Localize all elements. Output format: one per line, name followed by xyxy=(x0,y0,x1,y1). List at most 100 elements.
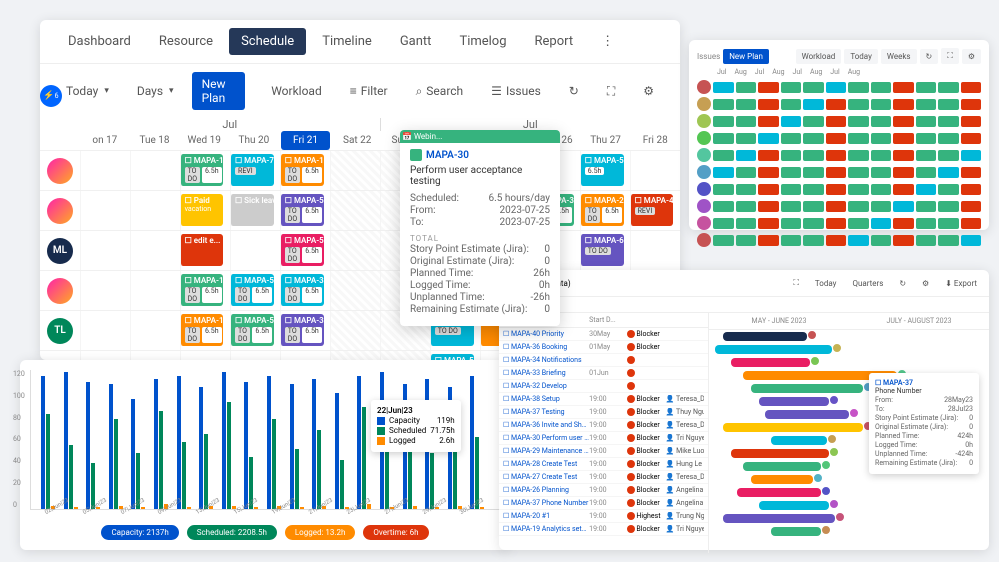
wl-today-button[interactable]: Today xyxy=(844,49,878,64)
gantt-row[interactable]: ☐ MAPA-38 Setup19:00Blocker👤 Teresa_DevG… xyxy=(499,393,708,406)
avatar[interactable] xyxy=(697,131,711,145)
gantt-bar[interactable] xyxy=(737,488,821,497)
gantt-bar[interactable] xyxy=(765,410,849,419)
avatar[interactable] xyxy=(47,278,73,304)
gantt-bar[interactable] xyxy=(751,384,863,393)
avatar[interactable] xyxy=(697,114,711,128)
gantt-bar[interactable] xyxy=(759,501,829,510)
task-card[interactable]: ☐ MAPA-7REVI xyxy=(230,154,274,186)
gantt-row[interactable]: ☐ MAPA-33 Briefing01Jun xyxy=(499,367,708,380)
gantt-sync-icon[interactable]: ↻ xyxy=(893,277,912,290)
wl-workload-button[interactable]: Workload xyxy=(796,49,842,64)
filter-button[interactable]: ≡ Filter xyxy=(340,79,398,103)
gantt-bar[interactable] xyxy=(743,462,821,471)
tab-timelog[interactable]: Timelog xyxy=(447,28,518,55)
task-card[interactable]: ☐ MAPA-66TO DO xyxy=(580,234,624,266)
gantt-bar[interactable] xyxy=(723,332,807,341)
gantt-row[interactable]: ☐ MAPA-34 Notifications xyxy=(499,354,708,367)
avatar[interactable] xyxy=(697,148,711,162)
avatar[interactable] xyxy=(47,158,73,184)
task-card[interactable]: ☐ MAPA-4REVI xyxy=(630,194,674,226)
gantt-bar[interactable] xyxy=(759,397,829,406)
unscheduled-badge[interactable]: ⚡6 xyxy=(40,85,62,107)
issues-button[interactable]: ☰ Issues xyxy=(481,79,551,103)
gantt-bar[interactable] xyxy=(731,358,809,367)
tab-report[interactable]: Report xyxy=(523,28,586,55)
task-card[interactable]: ☐ MAPA-37TO DO6.5h xyxy=(280,314,324,346)
task-card[interactable]: ☐ Paidvacation xyxy=(180,194,224,226)
gantt-bar[interactable] xyxy=(715,345,833,354)
gantt-bar[interactable] xyxy=(771,436,827,445)
gantt-bar[interactable] xyxy=(731,449,829,458)
settings-icon[interactable]: ⚙ xyxy=(633,79,664,103)
gantt-export-button[interactable]: ⬇ Export xyxy=(939,277,983,290)
search-button[interactable]: ⌕ Search xyxy=(406,79,474,104)
sync-icon[interactable]: ↻ xyxy=(559,79,589,103)
task-card[interactable]: ☐ MAPA-50TO DO6.5h xyxy=(280,194,324,226)
avatar[interactable] xyxy=(697,233,711,247)
wl-new-plan-button[interactable]: New Plan xyxy=(723,49,769,64)
legend-pill[interactable]: Capacity: 2137h xyxy=(101,525,178,540)
task-card[interactable]: ☐ Sick leave xyxy=(230,194,274,226)
gantt-bar[interactable] xyxy=(771,527,821,536)
legend-pill[interactable]: Scheduled: 2208.5h xyxy=(187,525,277,540)
gantt-row[interactable]: ☐ MAPA-40 Priority30MayBlocker xyxy=(499,328,708,341)
gantt-today-button[interactable]: Today xyxy=(809,277,843,290)
gantt-quarters-button[interactable]: Quarters xyxy=(846,277,889,290)
task-card[interactable]: ☐ MAPA-23TO DO6.5h xyxy=(580,194,624,226)
avatar[interactable]: TL xyxy=(47,318,73,344)
avatar[interactable] xyxy=(697,80,711,94)
tab-timeline[interactable]: Timeline xyxy=(310,28,384,55)
today-button[interactable]: Today▾ xyxy=(56,79,119,103)
task-card[interactable]: ☐ MAPA-566.5h xyxy=(580,154,624,186)
gantt-row[interactable]: ☐ MAPA-32 Develop xyxy=(499,380,708,393)
gantt-settings-icon[interactable]: ⚙ xyxy=(916,277,935,290)
avatar[interactable] xyxy=(697,199,711,213)
tab-schedule[interactable]: Schedule xyxy=(229,28,306,55)
task-card[interactable]: ☐ edit e... xyxy=(180,234,224,266)
avatar[interactable] xyxy=(697,97,711,111)
avatar[interactable] xyxy=(697,182,711,196)
task-card[interactable]: ☐ MAPA-53TO DO6.5h xyxy=(230,274,274,306)
wl-expand-icon[interactable]: ⛶ xyxy=(941,48,959,64)
gantt-row[interactable]: ☐ MAPA-26 Planning19:00Blocker👤 Angelina… xyxy=(499,484,708,497)
gantt-expand-icon[interactable]: ⛶ xyxy=(787,276,805,290)
gantt-bar[interactable] xyxy=(723,423,863,432)
workload-button[interactable]: Workload xyxy=(261,79,332,103)
gantt-row[interactable]: ☐ MAPA-37 Phone Number19:00Blocker👤 Ange… xyxy=(499,497,708,510)
days-button[interactable]: Days▾ xyxy=(127,79,184,103)
expand-icon[interactable]: ⛶ xyxy=(597,79,625,104)
gantt-row[interactable]: ☐ MAPA-19 Analytics setup19:00Blocker👤 T… xyxy=(499,523,708,536)
tab-dashboard[interactable]: Dashboard xyxy=(56,28,143,55)
gantt-row[interactable]: ☐ MAPA-29 Maintenance and ...19:00Blocke… xyxy=(499,445,708,458)
tab-gantt[interactable]: Gantt xyxy=(388,28,444,55)
gantt-row[interactable]: ☐ MAPA-27 Create Test19:00Blocker👤 Teres… xyxy=(499,471,708,484)
task-card[interactable]: ☐ MAPA-16TO DO6.5h xyxy=(180,274,224,306)
tab-resource[interactable]: Resource xyxy=(147,28,225,55)
gantt-row[interactable]: ☐ MAPA-36 Booking01MayBlocker xyxy=(499,341,708,354)
task-card[interactable]: ☐ MAPA-15TO DO6.5h xyxy=(280,154,324,186)
task-card[interactable]: ☐ MAPA-37TO DO6.5h xyxy=(280,274,324,306)
wl-sync-icon[interactable]: ↻ xyxy=(920,49,939,64)
task-card[interactable]: ☐ MAPA-18TO DO6.5h xyxy=(180,314,224,346)
wl-weeks-button[interactable]: Weeks xyxy=(881,49,917,64)
new-plan-button[interactable]: New Plan xyxy=(192,72,246,110)
legend-pill[interactable]: Overtime: 6h xyxy=(363,525,428,540)
legend-pill[interactable]: Logged: 13.2h xyxy=(285,525,356,540)
gantt-bar[interactable] xyxy=(751,475,813,484)
task-card[interactable]: ☐ MAPA-10TO DO6.5h xyxy=(180,154,224,186)
avatar[interactable] xyxy=(697,165,711,179)
task-card[interactable]: ☐ MAPA-55TO DO6.5h xyxy=(280,234,324,266)
gantt-row[interactable]: ☐ MAPA-20 #119:00Highest👤 Trung Ngu... xyxy=(499,510,708,523)
gantt-row[interactable]: ☐ MAPA-28 Create Test19:00Blocker👤 Hung … xyxy=(499,458,708,471)
gantt-row[interactable]: ☐ MAPA-36 Invite and Share19:00Blocker👤 … xyxy=(499,419,708,432)
avatar[interactable] xyxy=(47,198,73,224)
gantt-bar[interactable] xyxy=(723,514,835,523)
avatar[interactable]: ML xyxy=(47,238,73,264)
gantt-row[interactable]: ☐ MAPA-37 Testing19:00Blocker👤 Thuy Nguy… xyxy=(499,406,708,419)
more-icon[interactable]: ⋮ xyxy=(589,28,626,55)
avatar[interactable] xyxy=(697,216,711,230)
gantt-row[interactable]: ☐ MAPA-30 Perform user acc...19:00Blocke… xyxy=(499,432,708,445)
task-card[interactable]: ☐ MAPA-57TO DO6.5h xyxy=(230,314,274,346)
wl-settings-icon[interactable]: ⚙ xyxy=(962,49,981,64)
